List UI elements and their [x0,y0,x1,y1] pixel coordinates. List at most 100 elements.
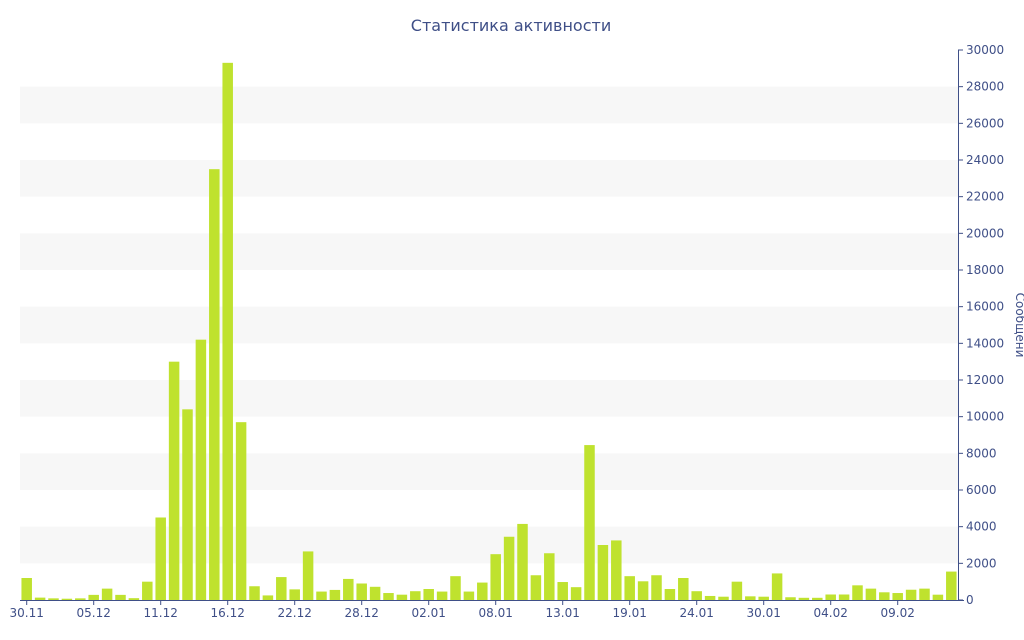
x-tick-label: 09.02 [881,606,915,620]
bar [798,597,810,600]
bar [235,422,247,600]
y-tick-label: 26000 [966,116,1004,130]
bar [222,62,233,600]
y-tick-label: 22000 [966,190,1004,204]
bar [142,581,153,600]
bar [262,595,274,600]
bar [905,589,917,600]
bar [624,576,635,600]
bar [678,578,689,600]
y-tick-label: 28000 [966,80,1004,94]
bar [343,578,354,600]
bar [503,536,515,600]
bar [423,589,434,600]
bar [919,588,930,600]
y-tick-label: 20000 [966,226,1004,240]
bar [785,597,796,600]
y-tick-label: 6000 [966,483,997,497]
bar [704,595,716,600]
bar [637,581,649,600]
bar [249,586,260,600]
y-tick-label: 2000 [966,556,997,570]
bar [597,545,609,600]
x-tick-label: 08.01 [479,606,513,620]
y-tick-label: 8000 [966,446,997,460]
bar [396,594,408,600]
bar [155,517,166,600]
grid-band [20,86,958,124]
bar [611,540,622,600]
bar [838,594,850,600]
x-tick-label: 24.01 [680,606,714,620]
bar [825,594,836,600]
bar [584,445,595,600]
bar [88,594,99,600]
bar [302,551,314,600]
bar [34,597,46,600]
grid-bands [20,86,958,564]
x-tick-label: 16.12 [211,606,245,620]
bar [101,588,113,600]
bar [75,598,86,600]
bar [436,591,448,600]
y-axis-ticks: 0 2000 4000 6000 8000 10000 12000 14000 16000 180… [958,43,1004,607]
x-tick-label: 02.01 [412,606,446,620]
grid-band [20,233,958,270]
bar [168,361,180,600]
bar [932,594,944,600]
x-tick-label: 19.01 [613,606,647,620]
x-tick-label: 11.12 [144,606,178,620]
bar [517,523,528,600]
bar [195,339,207,600]
x-tick-label: 22.12 [278,606,312,620]
bar [879,592,890,600]
bar [289,589,300,600]
bar [115,594,126,600]
bar [745,596,756,600]
bar [463,591,475,600]
bar [771,573,783,600]
bar [410,591,421,600]
y-tick-label: 0 [966,593,974,607]
bar [664,589,676,600]
bar [530,575,542,600]
bar [490,554,501,600]
bar [718,596,729,600]
y-axis-label: Сообщени [1013,293,1024,358]
bar [544,553,555,600]
y-tick-label: 10000 [966,410,1004,424]
grid-band [20,453,958,490]
bar [450,576,461,600]
bar [21,578,32,600]
bar [691,591,702,600]
bar [865,588,877,600]
bar [369,586,381,600]
bar [316,591,327,600]
y-tick-label: 14000 [966,336,1004,350]
bar [48,598,59,600]
y-tick-label: 12000 [966,373,1004,387]
bar [61,598,73,600]
x-tick-label: 30.01 [747,606,781,620]
bar [946,571,957,600]
grid-band [20,160,958,197]
bar [356,583,367,600]
bar [651,575,662,600]
y-tick-label: 30000 [966,43,1004,57]
y-tick-label: 4000 [966,520,997,534]
bar [209,169,220,601]
grid-band [20,380,958,417]
bar [812,597,823,600]
y-tick-label: 16000 [966,300,1004,314]
x-axis-ticks: 30.11 05.12 11.12 16.12 22.12 28.12 02.01 08.01… [10,600,915,620]
x-tick-label: 13.01 [546,606,580,620]
bar [329,589,341,600]
bar [852,585,863,600]
chart-title: Статистика активности [411,16,611,35]
bar [182,409,193,600]
bar [731,581,743,600]
bar [383,593,394,600]
bar [477,582,488,600]
grid-band [20,306,958,344]
